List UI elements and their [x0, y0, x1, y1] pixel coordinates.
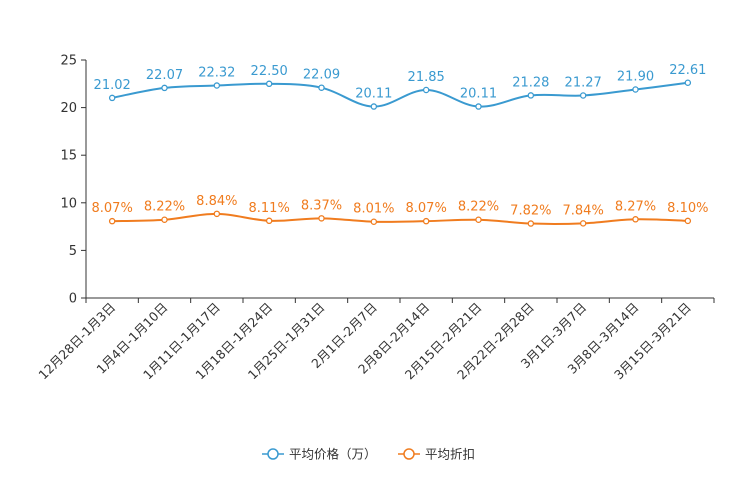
legend-item-1[interactable]: 平均价格（万） — [262, 447, 377, 462]
chart-axes: 051015202512月28日-1月3日1月4日-1月10日1月11日-1月1… — [35, 54, 715, 382]
legend-label: 平均折扣 — [425, 447, 475, 462]
data-point[interactable] — [422, 86, 430, 94]
legend-item-2[interactable]: 平均折扣 — [398, 447, 475, 462]
data-label: 8.37% — [301, 198, 342, 213]
data-point[interactable] — [161, 216, 168, 223]
data-point[interactable] — [213, 82, 221, 89]
data-point[interactable] — [632, 216, 639, 223]
legend-marker-icon — [403, 448, 415, 460]
data-label: 22.50 — [251, 64, 288, 79]
data-point[interactable] — [318, 215, 325, 222]
data-point[interactable] — [318, 84, 325, 91]
data-label: 8.27% — [615, 199, 656, 214]
y-tick-label: 0 — [69, 292, 77, 307]
chart-legend[interactable]: 平均价格（万） 平均折扣 — [262, 447, 475, 462]
legend-marker-icon — [267, 448, 279, 460]
data-point[interactable] — [370, 103, 378, 110]
legend-label: 平均价格（万） — [289, 447, 377, 462]
data-label: 20.11 — [355, 87, 392, 102]
data-point[interactable] — [161, 84, 168, 92]
data-label: 7.84% — [563, 203, 604, 218]
data-label: 8.11% — [249, 201, 290, 216]
y-tick-label: 5 — [69, 244, 77, 259]
series-line — [112, 212, 688, 225]
data-point[interactable] — [475, 103, 482, 110]
data-point[interactable] — [579, 220, 587, 227]
data-label: 21.02 — [94, 78, 131, 93]
data-point[interactable] — [108, 217, 116, 225]
data-label: 8.07% — [406, 201, 447, 216]
data-point[interactable] — [422, 217, 430, 225]
data-label: 22.61 — [669, 63, 706, 78]
data-point[interactable] — [213, 210, 221, 218]
data-point[interactable] — [632, 86, 639, 93]
data-point[interactable] — [684, 217, 692, 225]
data-label: 22.32 — [198, 66, 235, 81]
data-point[interactable] — [527, 220, 535, 227]
data-label: 22.09 — [303, 68, 340, 83]
data-point[interactable] — [265, 80, 273, 88]
data-label: 21.27 — [565, 76, 602, 91]
data-label: 8.22% — [458, 200, 499, 215]
series-line — [111, 81, 688, 108]
data-point[interactable] — [108, 94, 116, 102]
series-2: 8.07% 8.22% 8.84% 8.11% 8.37% 8.01% 8.07% 8.22%… — [92, 194, 708, 227]
data-point[interactable] — [527, 92, 535, 99]
data-point[interactable] — [370, 218, 378, 225]
data-point[interactable] — [265, 217, 273, 225]
series-1: 21.02 22.07 22.32 22.50 22.09 20.11 21.85 20.11… — [94, 63, 706, 110]
data-point[interactable] — [684, 79, 692, 87]
data-label: 22.07 — [146, 68, 183, 83]
data-label: 8.22% — [144, 200, 185, 215]
data-label: 20.11 — [460, 87, 497, 102]
data-label: 8.84% — [196, 194, 237, 209]
y-tick-label: 15 — [60, 149, 77, 164]
data-label: 21.28 — [512, 75, 549, 90]
data-point[interactable] — [475, 216, 482, 223]
data-label: 8.07% — [92, 201, 133, 216]
y-tick-label: 25 — [60, 54, 77, 69]
y-tick-label: 10 — [60, 196, 77, 211]
chart-series: 21.02 22.07 22.32 22.50 22.09 20.11 21.85 20.11… — [92, 63, 708, 227]
data-label: 8.10% — [667, 201, 708, 216]
data-label: 21.85 — [408, 70, 445, 85]
data-point[interactable] — [579, 92, 587, 99]
y-tick-label: 20 — [60, 101, 77, 116]
data-label: 8.01% — [353, 202, 394, 217]
data-label: 21.90 — [617, 70, 654, 85]
data-label: 7.82% — [510, 204, 551, 219]
